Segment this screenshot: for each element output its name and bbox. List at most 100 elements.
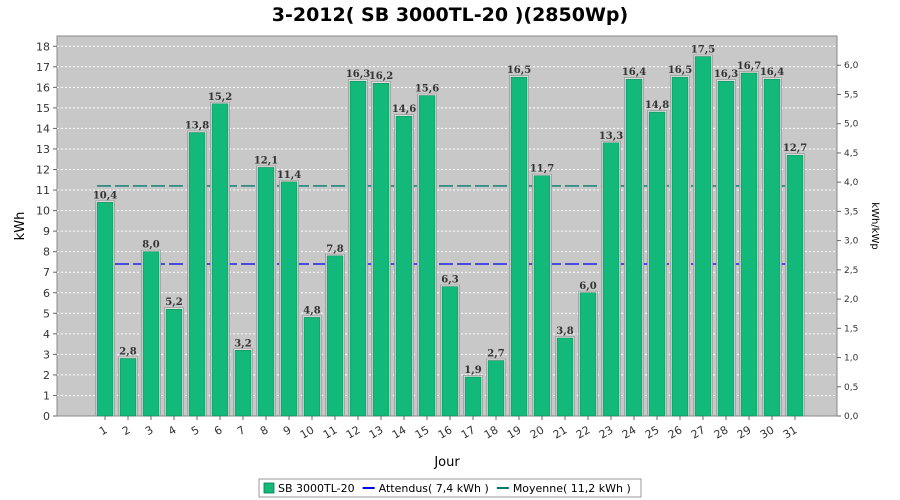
x-tick-label: 20 — [528, 423, 547, 441]
bar — [211, 103, 229, 417]
x-tick-label: 3 — [143, 423, 156, 438]
data-label: 14,6 — [392, 104, 416, 115]
bar — [671, 76, 689, 417]
x-tick-label: 12 — [344, 423, 363, 441]
y-tick-label: 18 — [36, 40, 50, 53]
x-tick-label: 8 — [258, 423, 271, 438]
x-tick-label: 30 — [758, 423, 777, 441]
y2-tick-label: 6,0 — [844, 61, 859, 71]
y-tick-label: 6 — [43, 287, 50, 300]
x-tick-label: 7 — [235, 423, 248, 438]
y2-tick-label: 2,5 — [844, 266, 858, 276]
bar — [188, 132, 206, 417]
legend: SB 3000TL-20 Attendus( 7,4 kWh ) Moyenne( … — [258, 478, 642, 498]
x-tick-label: 5 — [189, 423, 202, 438]
legend-label: Attendus( 7,4 kWh ) — [379, 482, 489, 495]
bar — [257, 167, 275, 417]
legend-box — [258, 478, 642, 498]
y-tick-label: 17 — [36, 61, 50, 74]
data-label: 10,4 — [93, 190, 117, 201]
y2-tick-label: 0,5 — [844, 383, 858, 393]
bar — [372, 82, 390, 417]
x-tick-label: 27 — [689, 423, 708, 441]
y2-tick-label: 3,0 — [844, 237, 859, 247]
x-tick-label: 29 — [735, 423, 754, 441]
x-tick-label: 1 — [97, 423, 110, 438]
y2-tick-label: 2,0 — [844, 295, 859, 305]
data-label: 3,2 — [234, 338, 251, 349]
y-axis-label: kWh — [13, 212, 28, 241]
bar — [395, 115, 413, 417]
data-label: 11,7 — [530, 164, 554, 175]
y-tick-label: 4 — [43, 328, 50, 341]
bar — [280, 181, 298, 417]
x-tick-label: 10 — [298, 423, 317, 441]
y-tick-label: 7 — [43, 266, 50, 279]
x-tick-label: 26 — [666, 423, 685, 441]
x-tick-label: 19 — [505, 423, 524, 441]
data-label: 11,4 — [277, 170, 301, 181]
y-tick-label: 16 — [36, 81, 50, 94]
y2-tick-label: 1,5 — [844, 324, 858, 334]
bar — [142, 251, 160, 417]
data-label: 2,7 — [487, 349, 504, 360]
data-labels: 10,4 2,8 8,0 5,2 13,8 15,2 3,2 12,1 11,4 4,8 7,8 16… — [93, 45, 807, 376]
x-tick-label: 11 — [321, 423, 340, 441]
data-label: 8,0 — [142, 240, 159, 251]
y-tick-label: 13 — [36, 143, 50, 156]
data-label: 15,6 — [415, 84, 439, 95]
y-tick-label: 2 — [43, 369, 50, 382]
x-tick-label: 16 — [436, 423, 455, 441]
y-tick-label: 10 — [36, 205, 50, 218]
bar — [441, 286, 459, 417]
x-tick-label: 22 — [574, 423, 593, 441]
x-tick-label: 23 — [597, 423, 616, 441]
data-label: 16,5 — [507, 65, 531, 76]
bar — [119, 358, 137, 417]
y2-axis: 0,0 0,5 1,0 1,5 2,0 2,5 3,0 3,5 4,0 4,5 5,0 5,5 6,0 — [837, 61, 859, 422]
y-tick-label: 3 — [43, 348, 50, 361]
y2-tick-label: 0,0 — [844, 412, 859, 422]
legend-swatch — [263, 482, 275, 494]
y-tick-label: 15 — [36, 102, 50, 115]
x-tick-label: 2 — [120, 423, 133, 438]
bar — [579, 292, 597, 417]
x-tick-label: 4 — [166, 423, 179, 438]
bar — [303, 317, 321, 417]
data-label: 16,3 — [346, 69, 370, 80]
x-tick-label: 17 — [459, 423, 478, 441]
bar — [602, 142, 620, 417]
y-tick-label: 12 — [36, 164, 50, 177]
bar — [96, 202, 114, 417]
data-label: 17,5 — [691, 45, 715, 56]
bar — [487, 360, 505, 417]
bar — [464, 376, 482, 417]
y2-tick-label: 4,5 — [844, 149, 858, 159]
y-tick-label: 0 — [43, 410, 50, 423]
data-label: 6,0 — [579, 281, 596, 292]
data-label: 16,5 — [668, 65, 692, 76]
data-label: 16,3 — [714, 69, 738, 80]
bar — [510, 76, 528, 417]
bar — [556, 337, 574, 417]
y2-tick-label: 4,0 — [844, 178, 859, 188]
y-tick-label: 11 — [36, 184, 50, 197]
bar — [786, 154, 804, 417]
x-tick-label: 6 — [212, 423, 225, 438]
x-axis-label: Jour — [433, 455, 460, 470]
x-axis: 1 2 3 4 5 6 7 8 9 10 11 12 13 14 15 16 17 18 19 20 21 22 23 24 2… — [97, 416, 800, 442]
bar — [349, 80, 367, 417]
x-tick-label: 21 — [551, 423, 570, 441]
data-label: 3,8 — [556, 326, 573, 337]
bar — [625, 78, 643, 417]
x-tick-label: 15 — [413, 423, 432, 441]
data-label: 14,8 — [645, 100, 669, 111]
bar — [418, 95, 436, 417]
legend-label: Moyenne( 11,2 kWh ) — [513, 482, 631, 495]
bar — [763, 78, 781, 417]
data-label: 16,7 — [737, 61, 761, 72]
bar — [165, 308, 183, 417]
data-label: 7,8 — [326, 244, 343, 255]
data-label: 1,9 — [464, 365, 481, 376]
